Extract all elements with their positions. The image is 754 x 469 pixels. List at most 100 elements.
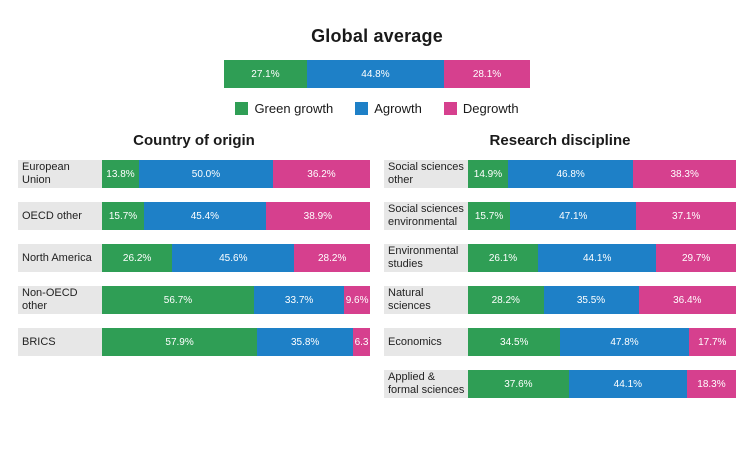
segment-value-label: 27.1%: [251, 68, 280, 80]
bar-segment-agrowth: 45.6%: [172, 244, 295, 272]
bar-segment-degrowth: 28.2%: [294, 244, 370, 272]
bar-segment-green-growth: 14.9%: [468, 160, 508, 188]
bar-segment-green-growth: 28.2%: [468, 286, 544, 314]
table-row: OECD other 15.7% 45.4% 38.9%: [18, 202, 370, 230]
bar-segment-agrowth: 50.0%: [138, 160, 273, 188]
segment-value-label: 33.7%: [284, 294, 314, 306]
legend-swatch-green-growth: [235, 102, 249, 115]
panel-research-discipline: Research discipline Social sciences other…: [384, 132, 736, 412]
stacked-bar: 37.6% 44.1% 18.3%: [468, 370, 736, 398]
bar-segment-agrowth: 47.1%: [510, 202, 637, 230]
bar-segment-agrowth: 44.1%: [568, 370, 687, 398]
chart-title: Global average: [311, 26, 443, 46]
category-label: European Union: [18, 160, 102, 188]
panel-country-of-origin: Country of origin European Union 13.8% 50.0…: [18, 132, 370, 412]
segment-value-label: 35.5%: [576, 294, 606, 306]
stacked-bar: 34.5% 47.8% 17.7%: [468, 328, 736, 356]
segment-value-label: 29.7%: [681, 252, 711, 264]
bar-segment-degrowth: 37.1%: [636, 202, 736, 230]
table-row: Environmental studies 26.1% 44.1% 29.7%: [384, 244, 736, 272]
global-average-bar: 27.1% 44.8% 28.1%: [224, 60, 530, 88]
bar-segment-agrowth: 33.7%: [253, 286, 345, 314]
bar-segment-green-growth: 56.7%: [102, 286, 254, 314]
bar-segment-green-growth: 26.2%: [102, 244, 173, 272]
bar-segment-degrowth: 36.2%: [272, 160, 370, 188]
segment-value-label: 13.8%: [106, 168, 135, 180]
bar-segment-degrowth: 17.7%: [688, 328, 736, 356]
bar-segment-degrowth: 36.4%: [638, 286, 736, 314]
segment-value-label: 37.6%: [504, 378, 533, 390]
bar-segment-agrowth: 44.1%: [538, 244, 657, 272]
bar-segment-green-growth: 15.7%: [468, 202, 511, 230]
segment-value-label: 36.2%: [307, 168, 336, 180]
legend-label: Agrowth: [374, 101, 422, 116]
stacked-bar: 26.2% 45.6% 28.2%: [102, 244, 370, 272]
segment-value-label: 28.2%: [491, 294, 520, 306]
bar-segment-green-growth: 27.1%: [224, 60, 307, 88]
category-label: Applied & formal sciences: [384, 370, 468, 398]
segment-value-label: 47.1%: [559, 210, 588, 222]
stacked-bar: 26.1% 44.1% 29.7%: [468, 244, 736, 272]
legend-item-degrowth: Degrowth: [443, 101, 519, 116]
segment-value-label: 44.8%: [361, 68, 390, 80]
bar-segment-green-growth: 26.1%: [468, 244, 539, 272]
segment-value-label: 28.1%: [472, 68, 502, 80]
segment-value-label: 47.8%: [610, 336, 639, 348]
table-row: Social sciences environmental 15.7% 47.1% 3…: [384, 202, 736, 230]
bar-segment-agrowth: 44.8%: [306, 60, 444, 88]
table-row: Non-OECD other 56.7% 33.7% 9.6%: [18, 286, 370, 314]
category-label: OECD other: [18, 202, 102, 230]
segment-value-label: 57.9%: [165, 336, 194, 348]
category-label: Natural sciences: [384, 286, 468, 314]
category-label: BRICS: [18, 328, 102, 356]
bar-segment-degrowth: 29.7%: [656, 244, 736, 272]
category-label: Social sciences other: [384, 160, 468, 188]
bar-segment-agrowth: 45.4%: [144, 202, 266, 230]
segment-value-label: 26.1%: [488, 252, 518, 264]
panel-title: Country of origin: [133, 132, 255, 149]
table-row: North America 26.2% 45.6% 28.2%: [18, 244, 370, 272]
category-label: Environmental studies: [384, 244, 468, 272]
legend-item-green-growth: Green growth: [235, 101, 333, 116]
bar-segment-green-growth: 34.5%: [468, 328, 561, 356]
table-row: Social sciences other 14.9% 46.8% 38.3%: [384, 160, 736, 188]
bar-segment-agrowth: 46.8%: [507, 160, 634, 188]
segment-value-label: 50.0%: [191, 168, 221, 180]
table-row: Applied & formal sciences 37.6% 44.1% 18.3%: [384, 370, 736, 398]
bar-segment-green-growth: 13.8%: [102, 160, 139, 188]
segment-value-label: 18.3%: [697, 378, 726, 390]
bar-segment-green-growth: 37.6%: [468, 370, 569, 398]
segment-value-label: 35.8%: [290, 336, 320, 348]
bar-segment-green-growth: 15.7%: [102, 202, 145, 230]
stacked-bar: 13.8% 50.0% 36.2%: [102, 160, 370, 188]
stacked-bar: 14.9% 46.8% 38.3%: [468, 160, 736, 188]
legend-swatch-agrowth: [355, 102, 369, 115]
segment-value-label: 15.7%: [108, 210, 138, 222]
segment-value-label: 34.5%: [500, 336, 529, 348]
segment-value-label: 44.1%: [582, 252, 612, 264]
bar-segment-agrowth: 35.8%: [257, 328, 354, 356]
segment-value-label: 17.7%: [698, 336, 727, 348]
stacked-bar: 15.7% 45.4% 38.9%: [102, 202, 370, 230]
legend-item-agrowth: Agrowth: [355, 101, 422, 116]
segment-value-label: 37.1%: [672, 210, 701, 222]
bar-segment-green-growth: 57.9%: [102, 328, 258, 356]
segment-value-label: 38.9%: [303, 210, 333, 222]
bar-segment-degrowth: 18.3%: [686, 370, 736, 398]
category-label: Non-OECD other: [18, 286, 102, 314]
stacked-bar: 56.7% 33.7% 9.6%: [102, 286, 370, 314]
table-row: Economics 34.5% 47.8% 17.7%: [384, 328, 736, 356]
segment-value-label: 45.4%: [190, 210, 220, 222]
segment-value-label: 44.1%: [613, 378, 643, 390]
segment-value-label: 38.3%: [670, 168, 699, 180]
legend-label: Green growth: [254, 101, 334, 116]
stacked-bar: 57.9% 35.8% 6.3: [102, 328, 370, 356]
stacked-bar: 28.2% 35.5% 36.4%: [468, 286, 736, 314]
bar-segment-agrowth: 35.5%: [543, 286, 639, 314]
legend-swatch-degrowth: [443, 102, 457, 115]
legend-label: Degrowth: [462, 101, 519, 116]
segment-value-label: 36.4%: [673, 294, 702, 306]
table-row: European Union 13.8% 50.0% 36.2%: [18, 160, 370, 188]
segment-value-label: 15.7%: [474, 210, 504, 222]
segment-value-label: 45.6%: [219, 252, 248, 264]
